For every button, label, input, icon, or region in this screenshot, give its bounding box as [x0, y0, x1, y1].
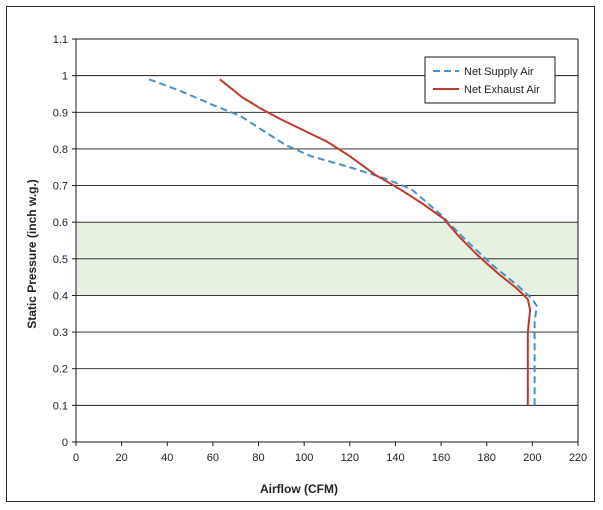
y-tick-label: 0.1 — [53, 400, 68, 412]
y-tick-label: 1 — [62, 71, 68, 83]
x-tick-label: 0 — [73, 452, 79, 464]
x-tick-label: 120 — [341, 452, 359, 464]
x-tick-label: 40 — [161, 452, 173, 464]
y-tick-label: 0.4 — [53, 290, 68, 302]
legend-label: Net Supply Air — [464, 66, 534, 78]
x-tick-label: 60 — [207, 452, 219, 464]
legend-box — [424, 56, 556, 104]
net-supply-air-line — [148, 78, 538, 406]
y-tick-label: 0 — [62, 437, 68, 449]
legend-label: Net Exhaust Air — [464, 84, 540, 96]
y-tick-label: 0.3 — [53, 327, 68, 339]
x-tick-label: 20 — [116, 452, 128, 464]
y-tick-label: 0.2 — [53, 364, 68, 376]
x-tick-label: 180 — [478, 452, 496, 464]
y-tick-label: 0.8 — [53, 144, 68, 156]
x-tick-label: 200 — [523, 452, 541, 464]
y-tick-label: 0.7 — [53, 181, 68, 193]
y-tick-label: 1.1 — [53, 34, 68, 46]
x-tick-label: 160 — [432, 452, 450, 464]
x-tick-label: 220 — [569, 452, 587, 464]
y-tick-label: 0.6 — [53, 217, 68, 229]
x-tick-label: 100 — [295, 452, 313, 464]
x-tick-label: 80 — [252, 452, 264, 464]
y-axis-title: Static Pressure (inch w.g.) — [25, 179, 39, 329]
x-axis-title: Airflow (CFM) — [260, 482, 338, 496]
chart-frame: 0 20 40 60 80 100 120 140 160 180 200 220 0 0.1 0.2 0.3… — [6, 6, 595, 502]
x-tick-label: 140 — [386, 452, 404, 464]
airflow-chart: 0 20 40 60 80 100 120 140 160 180 200 220 0 0.1 0.2 0.3… — [25, 34, 587, 496]
y-tick-label: 0.9 — [53, 107, 68, 119]
net-exhaust-air-line — [219, 78, 532, 406]
y-tick-label: 0.5 — [53, 254, 68, 266]
